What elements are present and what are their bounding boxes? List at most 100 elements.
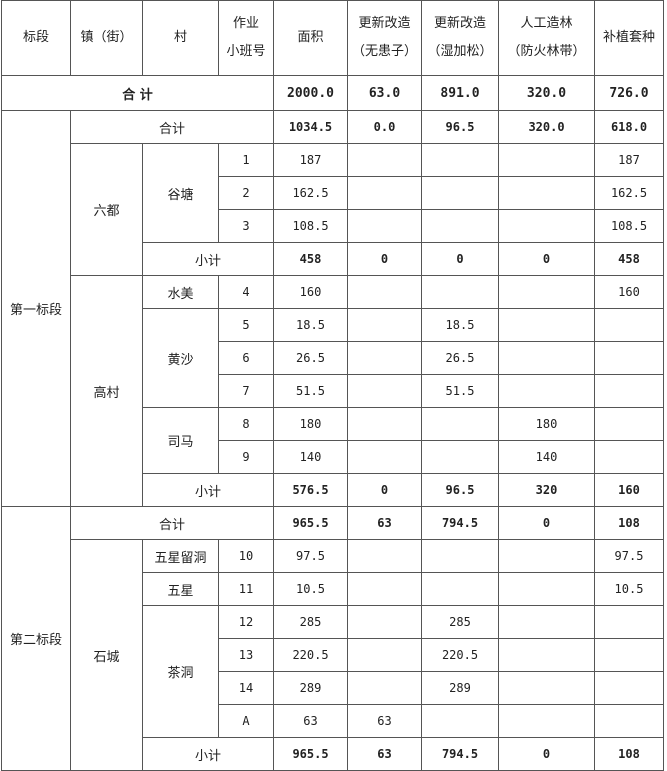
- value-cell: 26.5: [421, 341, 499, 375]
- header-cell: 更新改造 （湿加松）: [421, 0, 499, 76]
- section-total-value: 96.5: [421, 110, 499, 144]
- empty-cell: [347, 539, 422, 573]
- section-total-value: 320.0: [498, 110, 595, 144]
- subtotal-value: 0: [498, 737, 595, 771]
- subtotal-value: 458: [273, 242, 348, 276]
- empty-cell: [347, 209, 422, 243]
- grand-total-value: 891.0: [421, 75, 499, 111]
- grand-total-value: 726.0: [594, 75, 664, 111]
- plot-number: 6: [218, 341, 274, 375]
- town-name: 石城: [70, 539, 143, 771]
- empty-cell: [594, 440, 664, 474]
- subtotal-value: 96.5: [421, 473, 499, 507]
- table-row: 标段 镇（街） 村 作业小班号 面积 更新改造 （无患子） 更新改造 （湿加松） 人工造林 （防火林…: [1, 0, 664, 76]
- empty-cell: [594, 341, 664, 375]
- table-row: 2 162.5 162.5: [2, 176, 664, 210]
- table-row: 7 51.5 51.5: [2, 374, 664, 408]
- subtotal-value: 794.5: [421, 737, 499, 771]
- header-cell: 补植套种: [594, 0, 664, 76]
- section-total-value: 108: [594, 506, 664, 540]
- empty-cell: [594, 374, 664, 408]
- empty-cell: [498, 176, 595, 210]
- value-cell: 220.5: [421, 638, 499, 672]
- empty-cell: [594, 671, 664, 705]
- value-cell: 108.5: [273, 209, 348, 243]
- empty-cell: [594, 605, 664, 639]
- section-name: 第二标段: [1, 506, 71, 771]
- empty-cell: [498, 143, 595, 177]
- value-cell: 63: [347, 704, 422, 738]
- subtotal-value: 0: [421, 242, 499, 276]
- table-row: 小计 576.5 0 96.5 320 160: [2, 473, 664, 507]
- header-text: 镇（街）: [80, 30, 133, 45]
- value-cell: 160: [273, 275, 348, 309]
- grand-total-value: 63.0: [347, 75, 422, 111]
- empty-cell: [347, 374, 422, 408]
- village-name: 水美: [142, 275, 219, 309]
- table-row: 3 108.5 108.5: [2, 209, 664, 243]
- empty-cell: [347, 605, 422, 639]
- empty-cell: [498, 605, 595, 639]
- section-total-value: 794.5: [421, 506, 499, 540]
- value-cell: 18.5: [421, 308, 499, 342]
- plot-number: 7: [218, 374, 274, 408]
- village-name: 司马: [142, 407, 219, 474]
- header-text: 人工造林: [520, 16, 573, 31]
- header-cell: 镇（街）: [70, 0, 143, 76]
- header-cell: 人工造林 （防火林带）: [498, 0, 595, 76]
- town-name: 高村: [70, 275, 143, 507]
- value-cell: 160: [594, 275, 664, 309]
- value-cell: 285: [421, 605, 499, 639]
- table-row: 司马 8 180 180: [2, 407, 664, 474]
- header-cell: 更新改造 （无患子）: [347, 0, 422, 76]
- grand-total-label: 合 计: [1, 75, 274, 111]
- value-cell: 51.5: [273, 374, 348, 408]
- empty-cell: [498, 341, 595, 375]
- subtotal-value: 458: [594, 242, 664, 276]
- header-cell: 标段: [1, 0, 71, 76]
- empty-cell: [421, 572, 499, 606]
- header-text: 小班号: [226, 44, 266, 59]
- plot-number: 8: [218, 407, 274, 441]
- table-row: 合 计 2000.0 63.0 891.0 320.0 726.0: [1, 75, 664, 111]
- header-text: 村: [173, 30, 187, 45]
- value-cell: 289: [421, 671, 499, 705]
- plot-number: 1: [218, 143, 274, 177]
- subtotal-label: 小计: [142, 737, 274, 771]
- table-row: 六都 谷塘 1 187 187: [2, 143, 664, 276]
- empty-cell: [498, 275, 595, 309]
- plot-number: 13: [218, 638, 274, 672]
- empty-cell: [498, 704, 595, 738]
- empty-cell: [498, 572, 595, 606]
- empty-cell: [498, 209, 595, 243]
- section-total-label: 合计: [70, 110, 274, 144]
- plot-number: 4: [218, 275, 274, 309]
- village-name: 黄沙: [142, 308, 219, 408]
- table-row: A 63 63: [2, 704, 664, 738]
- empty-cell: [594, 704, 664, 738]
- value-cell: 285: [273, 605, 348, 639]
- subtotal-value: 108: [594, 737, 664, 771]
- value-cell: 180: [498, 407, 595, 441]
- table-row: 第二标段 合计 965.5 63 794.5 0 108: [1, 506, 664, 771]
- empty-cell: [347, 341, 422, 375]
- empty-cell: [421, 704, 499, 738]
- empty-cell: [498, 671, 595, 705]
- header-text: 作业: [232, 16, 259, 31]
- header-text: 面积: [297, 30, 324, 45]
- subtotal-value: 160: [594, 473, 664, 507]
- village-name: 谷塘: [142, 143, 219, 243]
- plot-number: 12: [218, 605, 274, 639]
- value-cell: 97.5: [273, 539, 348, 573]
- empty-cell: [347, 572, 422, 606]
- empty-cell: [421, 209, 499, 243]
- table-row: 小计 965.5 63 794.5 0 108: [2, 737, 664, 771]
- value-cell: 108.5: [594, 209, 664, 243]
- value-cell: 220.5: [273, 638, 348, 672]
- section-name: 第一标段: [1, 110, 71, 507]
- plot-number: 2: [218, 176, 274, 210]
- subtotal-value: 63: [347, 737, 422, 771]
- section-total-value: 63: [347, 506, 422, 540]
